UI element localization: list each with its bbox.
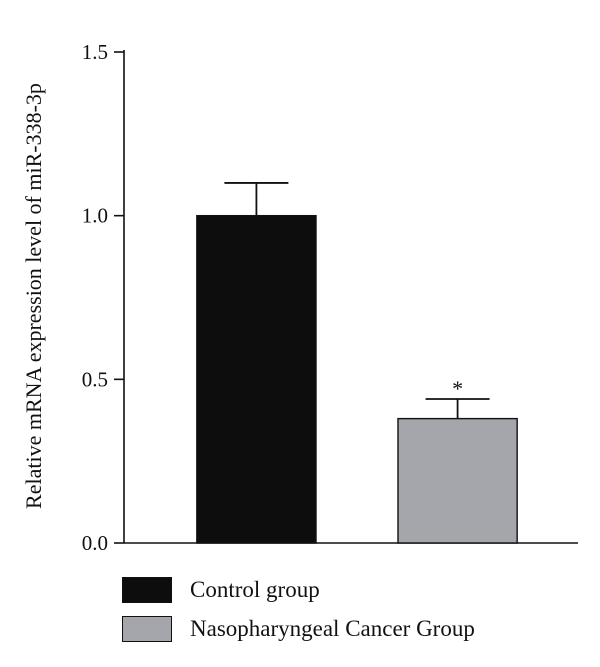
legend-item-control: Control group <box>122 572 475 608</box>
legend-swatch-control <box>122 577 172 603</box>
significance-marker-1: * <box>452 376 463 401</box>
y-ticks: 0.0 0.5 1.0 1.5 <box>82 40 124 555</box>
bar-0 <box>196 214 317 544</box>
y-tick-label-2: 1.0 <box>82 204 108 228</box>
annotations: * <box>452 376 463 401</box>
bars <box>196 214 518 544</box>
y-axis-title: Relative mRNA expression level of miR-33… <box>21 83 46 509</box>
error-bars <box>224 182 490 419</box>
y-tick-label-1: 0.5 <box>82 367 108 391</box>
legend-label-cancer: Nasopharyngeal Cancer Group <box>190 616 475 641</box>
legend: Control group Nasopharyngeal Cancer Grou… <box>122 572 475 650</box>
legend-item-cancer: Nasopharyngeal Cancer Group <box>122 611 475 647</box>
legend-swatch-cancer <box>122 616 172 642</box>
legend-label-control: Control group <box>190 577 320 602</box>
bar-1 <box>397 417 518 544</box>
y-tick-label-3: 1.5 <box>82 40 108 64</box>
y-tick-label-0: 0.0 <box>82 531 108 555</box>
